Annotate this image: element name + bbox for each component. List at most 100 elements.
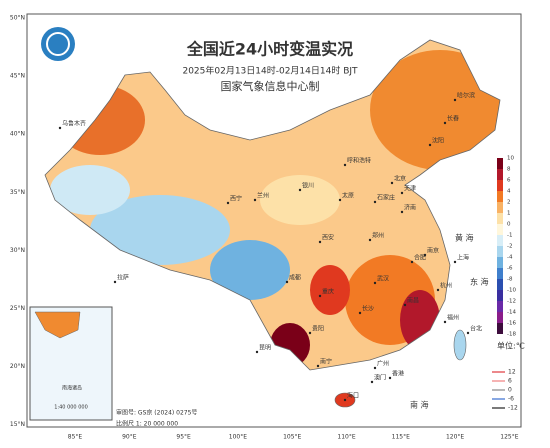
city-dot — [226, 201, 230, 205]
lat-label: 50°N — [10, 15, 25, 22]
city-dot — [58, 126, 62, 130]
city-label: 香港 — [392, 370, 404, 378]
lon-label: 125°E — [500, 434, 518, 441]
city-label: 长春 — [447, 115, 459, 123]
colorbar-box — [497, 158, 503, 169]
colorbar-box — [497, 213, 503, 224]
colorbar-label: -6 — [507, 266, 513, 272]
colorbar-box — [497, 235, 503, 246]
city-dot — [403, 303, 407, 307]
contour-label: 0 — [508, 387, 512, 394]
logo-ring — [46, 32, 70, 56]
scale: 比例尺 1: 20 000 000 — [116, 420, 178, 428]
city-label: 福州 — [447, 314, 459, 322]
lat-label: 30°N — [10, 247, 25, 254]
city-label: 拉萨 — [117, 274, 129, 282]
colorbar-box — [497, 257, 503, 268]
lat-label: 45°N — [10, 73, 25, 80]
contour-label: -6 — [508, 396, 514, 403]
dynamic-layer: 50°N 45°N 40°N 35°N 30°N 25°N 20°N 15°N 85°E 90°E… — [10, 15, 519, 441]
city-dot — [423, 253, 427, 257]
colorbar-label: -2 — [507, 244, 512, 250]
city-label: 北京 — [394, 175, 406, 183]
lat-label: 20°N — [10, 363, 25, 370]
colorbar-label: 1 — [507, 211, 511, 217]
colorbar-label: -10 — [507, 288, 516, 294]
colorbar-label: -16 — [507, 321, 516, 327]
colorbar-box — [497, 323, 503, 334]
city-dot — [453, 260, 457, 264]
lon-label: 120°E — [446, 434, 464, 441]
city-dot — [343, 398, 347, 402]
city-label: 海口 — [347, 392, 359, 400]
city-label: 太原 — [342, 192, 354, 200]
approval: 审图号: GS京 (2024) 0275号 — [116, 409, 197, 417]
city-label: 兰州 — [257, 192, 269, 200]
city-dot — [388, 376, 392, 380]
city-dot — [400, 210, 404, 214]
city-label: 贵阳 — [312, 325, 324, 333]
lon-label: 95°E — [176, 434, 191, 441]
title: 全国近24小时变温实况 — [186, 40, 353, 59]
sea-label: 南 海 — [410, 400, 429, 410]
city-dot — [466, 331, 470, 335]
colorbar-label: 8 — [507, 167, 511, 173]
agency: 国家气象信息中心制 — [221, 79, 320, 93]
city-dot — [358, 311, 362, 315]
city-dot — [285, 280, 289, 284]
lon-label: 100°E — [229, 434, 247, 441]
city-dot — [338, 198, 342, 202]
lon-label: 90°E — [122, 434, 137, 441]
city-label: 成都 — [289, 274, 301, 282]
city-label: 沈阳 — [432, 137, 444, 145]
city-label: 哈尔滨 — [457, 92, 475, 100]
city-dot — [298, 188, 302, 192]
sea-label: 东 海 — [470, 277, 489, 287]
city-dot — [370, 380, 374, 384]
city-dot — [390, 181, 394, 185]
colorbar-label: 6 — [507, 178, 511, 184]
city-dot — [113, 280, 117, 284]
lat-label: 40°N — [10, 131, 25, 138]
city-dot — [436, 288, 440, 292]
lat-label: 25°N — [10, 305, 25, 312]
city-label: 合肥 — [414, 254, 426, 262]
city-label: 上海 — [457, 254, 469, 262]
city-label: 广州 — [377, 360, 389, 368]
city-dot — [410, 260, 414, 264]
colorbar-box — [497, 290, 503, 301]
lat-label: 15°N — [10, 421, 25, 428]
city-dot — [373, 281, 377, 285]
city-label: 杭州 — [440, 282, 452, 290]
colorbar-box — [497, 180, 503, 191]
city-dot — [400, 191, 404, 195]
inset-scale: 1:40 000 000 — [54, 405, 88, 411]
city-label: 长沙 — [362, 305, 374, 313]
city-dot — [373, 200, 377, 204]
city-dot — [443, 121, 447, 125]
city-label: 南京 — [427, 247, 439, 255]
contour-label: -12 — [508, 405, 518, 412]
colorbar-box — [497, 191, 503, 202]
city-label: 石家庄 — [377, 194, 395, 202]
city-label: 天津 — [404, 186, 416, 193]
colorbar-label: -8 — [507, 277, 513, 283]
city-dot — [318, 294, 322, 298]
colorbar-label: -18 — [507, 332, 516, 338]
city-dot — [255, 350, 259, 354]
city-label: 乌鲁木齐 — [62, 120, 86, 128]
city-dot — [316, 364, 320, 368]
colorbar-label: 2 — [507, 200, 511, 206]
colorbar-label: -14 — [507, 310, 516, 316]
contour-label: 12 — [508, 369, 516, 376]
colorbar-label: 4 — [507, 189, 511, 195]
colorbar-box — [497, 246, 503, 257]
colorbar-label: -1 — [507, 233, 512, 239]
city-label: 郑州 — [372, 232, 384, 240]
city-dot — [443, 320, 447, 324]
colorbar-label: -4 — [507, 255, 513, 261]
colorbar-box — [497, 279, 503, 290]
lon-label: 115°E — [392, 434, 410, 441]
city-label: 西安 — [322, 234, 334, 242]
